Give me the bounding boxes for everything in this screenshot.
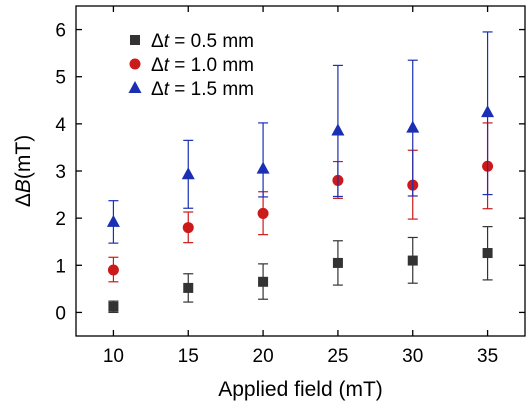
legend-value: = 1.0 mm <box>169 55 254 76</box>
series-layer <box>106 31 495 314</box>
legend-label: Δt = 1.0 mm <box>151 55 254 76</box>
y-tick-label: 3 <box>55 162 66 183</box>
data-point <box>182 222 194 234</box>
y-axis-unit: (mT) <box>12 135 35 179</box>
data-point <box>257 207 269 219</box>
data-point <box>407 255 418 266</box>
plot-border <box>75 5 526 337</box>
x-axis-ticks: 10 15 20 25 30 35 <box>103 6 498 367</box>
series-square <box>108 226 493 314</box>
legend-marker <box>129 58 141 70</box>
x-tick-label: 10 <box>103 346 124 367</box>
legend-delta: Δ <box>151 79 164 100</box>
data-point <box>181 167 195 180</box>
data-point <box>256 161 270 174</box>
x-tick-label: 35 <box>477 346 498 367</box>
y-tick-label: 6 <box>55 21 66 42</box>
legend-label: Δt = 0.5 mm <box>151 31 254 52</box>
legend-marker <box>128 81 142 93</box>
legend-variable: t <box>164 79 170 100</box>
data-point <box>481 105 495 118</box>
y-tick-label: 1 <box>55 256 66 277</box>
plot-frame <box>75 5 526 337</box>
series-triangle <box>106 31 495 244</box>
data-point <box>106 214 120 227</box>
x-tick-label: 20 <box>253 346 274 367</box>
data-point <box>406 120 420 133</box>
legend-delta: Δ <box>151 55 164 76</box>
legend-item: Δt = 0.5 mm <box>130 31 254 52</box>
y-axis-title: ΔB(mT) <box>12 135 35 207</box>
legend-item: Δt = 1.0 mm <box>129 55 254 76</box>
y-axis-delta-symbol: Δ <box>12 193 35 207</box>
legend-delta: Δ <box>151 31 164 52</box>
legend-variable: t <box>164 55 170 76</box>
y-axis-symbol: B <box>12 179 35 193</box>
data-point <box>331 123 345 136</box>
x-tick-label: 30 <box>402 346 423 367</box>
data-point <box>108 301 119 312</box>
data-point <box>183 282 194 293</box>
legend-value: = 1.5 mm <box>169 79 254 100</box>
y-tick-label: 0 <box>55 303 66 324</box>
data-point <box>258 276 269 287</box>
y-tick-label: 4 <box>55 115 66 136</box>
legend-variable: t <box>164 31 170 52</box>
series-circle <box>107 122 494 283</box>
legend-item: Δt = 1.5 mm <box>128 79 254 100</box>
y-axis-ticks: 0 1 2 3 4 5 6 <box>55 21 525 324</box>
data-point <box>332 257 343 268</box>
y-tick-label: 5 <box>55 68 66 89</box>
y-tick-label: 2 <box>55 209 66 230</box>
data-point <box>482 248 493 259</box>
x-tick-label: 15 <box>178 346 199 367</box>
legend-value: = 0.5 mm <box>169 31 254 52</box>
x-tick-label: 25 <box>327 346 348 367</box>
data-point <box>107 264 119 276</box>
x-axis-title: Applied field (mT) <box>218 378 383 401</box>
legend-marker <box>130 35 140 45</box>
legend-label: Δt = 1.5 mm <box>151 79 254 100</box>
